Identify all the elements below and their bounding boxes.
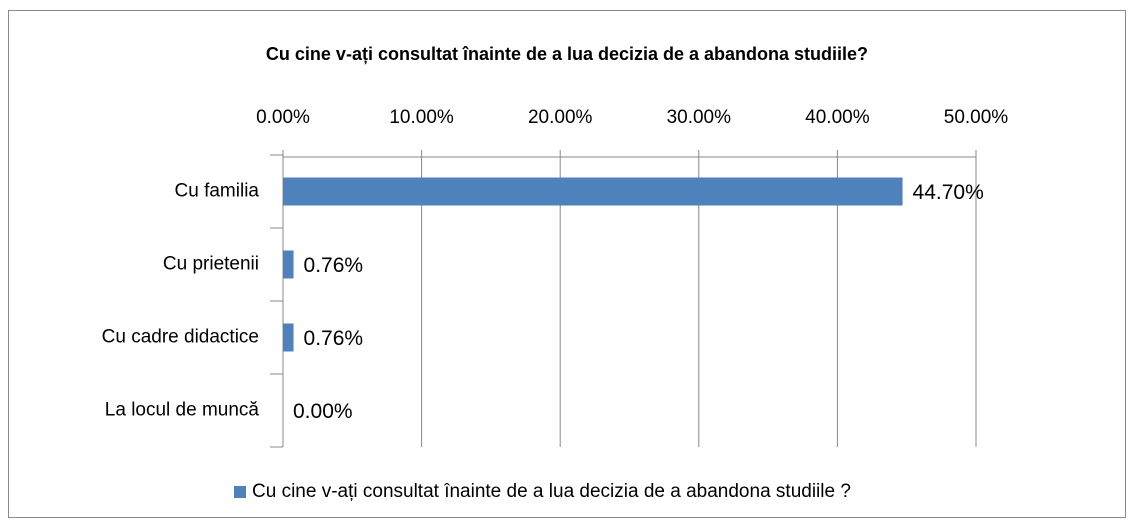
data-label: 0.76% <box>304 327 364 350</box>
data-label: 0.76% <box>304 254 364 277</box>
x-tick-label: 50.00% <box>944 107 1009 128</box>
y-tick-label: Cu cadre didactice <box>102 327 259 348</box>
x-tick-label: 30.00% <box>667 107 732 128</box>
y-tick-label: La locul de muncă <box>105 400 260 421</box>
data-label: 44.70% <box>913 181 984 204</box>
legend-swatch <box>234 486 246 498</box>
bar <box>283 323 294 352</box>
x-tick-label: 10.00% <box>389 107 454 128</box>
x-tick-label: 20.00% <box>528 107 593 128</box>
y-tick-label: Cu prietenii <box>163 254 259 275</box>
x-tick-label: 40.00% <box>805 107 870 128</box>
bar <box>283 250 294 279</box>
x-tick-label: 0.00% <box>256 107 310 128</box>
data-label: 0.00% <box>293 400 353 423</box>
chart-border <box>8 10 1126 518</box>
chart-title: Cu cine v-ați consultat înainte de a lua… <box>266 44 868 64</box>
legend-label: Cu cine v-ați consultat înainte de a lua… <box>252 481 851 502</box>
bar <box>283 177 903 206</box>
y-tick-label: Cu familia <box>175 181 260 202</box>
